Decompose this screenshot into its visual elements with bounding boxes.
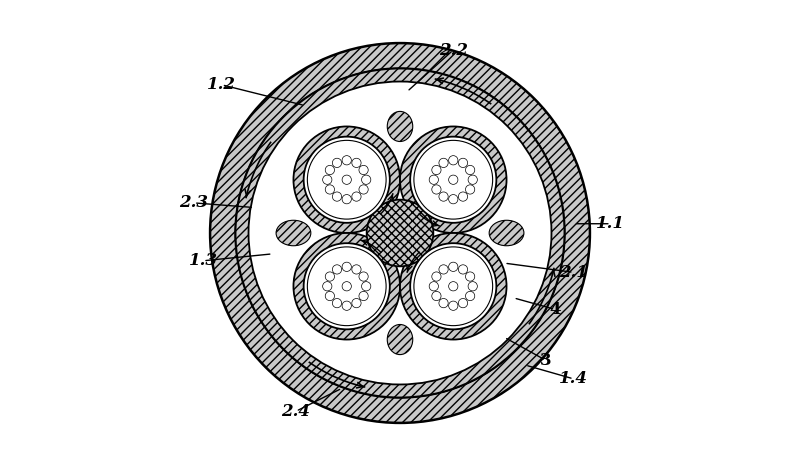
Circle shape: [429, 175, 438, 185]
Circle shape: [352, 158, 361, 167]
Circle shape: [322, 175, 332, 185]
Circle shape: [342, 281, 351, 291]
Circle shape: [359, 272, 368, 281]
Circle shape: [352, 299, 361, 308]
Circle shape: [249, 82, 551, 384]
Circle shape: [210, 43, 590, 423]
Circle shape: [342, 175, 351, 185]
Circle shape: [304, 243, 390, 329]
Circle shape: [466, 291, 474, 301]
Text: 2.4: 2.4: [282, 403, 310, 420]
Circle shape: [326, 272, 334, 281]
Circle shape: [468, 281, 478, 291]
Circle shape: [466, 165, 474, 175]
Circle shape: [400, 126, 506, 233]
Text: 3: 3: [540, 352, 552, 369]
Circle shape: [458, 192, 468, 201]
Ellipse shape: [387, 324, 413, 355]
Circle shape: [449, 301, 458, 310]
Circle shape: [326, 291, 334, 301]
Circle shape: [294, 126, 400, 233]
Circle shape: [352, 265, 361, 274]
Circle shape: [294, 233, 400, 340]
Circle shape: [458, 158, 468, 167]
Circle shape: [322, 281, 332, 291]
Text: 1.3: 1.3: [189, 252, 218, 269]
Circle shape: [366, 199, 434, 267]
Circle shape: [342, 156, 351, 165]
Circle shape: [466, 185, 474, 194]
Circle shape: [359, 185, 368, 194]
Circle shape: [432, 291, 441, 301]
Circle shape: [439, 299, 448, 308]
Circle shape: [362, 281, 371, 291]
Circle shape: [449, 156, 458, 165]
Circle shape: [342, 301, 351, 310]
Circle shape: [235, 69, 565, 397]
Circle shape: [439, 265, 448, 274]
Circle shape: [449, 194, 458, 204]
Ellipse shape: [387, 111, 413, 142]
Circle shape: [468, 175, 478, 185]
Circle shape: [332, 158, 342, 167]
Text: 1.2: 1.2: [207, 76, 236, 93]
Circle shape: [352, 192, 361, 201]
Text: 2.2: 2.2: [438, 41, 468, 59]
Circle shape: [432, 165, 441, 175]
Circle shape: [332, 299, 342, 308]
Circle shape: [342, 194, 351, 204]
Circle shape: [235, 69, 565, 397]
Circle shape: [449, 175, 458, 185]
Circle shape: [304, 137, 390, 223]
Circle shape: [400, 233, 506, 340]
Text: 2.1: 2.1: [559, 264, 588, 281]
Circle shape: [362, 175, 371, 185]
Circle shape: [332, 192, 342, 201]
Text: 1.1: 1.1: [596, 215, 626, 232]
Ellipse shape: [276, 220, 311, 246]
Circle shape: [449, 281, 458, 291]
Circle shape: [342, 262, 351, 272]
Circle shape: [359, 291, 368, 301]
Circle shape: [439, 158, 448, 167]
Circle shape: [410, 137, 496, 223]
Circle shape: [359, 165, 368, 175]
Circle shape: [449, 262, 458, 272]
Circle shape: [458, 299, 468, 308]
Text: 1.4: 1.4: [559, 370, 588, 387]
Circle shape: [429, 281, 438, 291]
Text: 4: 4: [550, 301, 561, 318]
Circle shape: [458, 265, 468, 274]
Circle shape: [432, 272, 441, 281]
Circle shape: [439, 192, 448, 201]
Ellipse shape: [489, 220, 524, 246]
Circle shape: [410, 243, 496, 329]
Circle shape: [326, 165, 334, 175]
Circle shape: [326, 185, 334, 194]
Circle shape: [466, 272, 474, 281]
Circle shape: [332, 265, 342, 274]
Text: 2.3: 2.3: [179, 194, 208, 212]
Circle shape: [432, 185, 441, 194]
